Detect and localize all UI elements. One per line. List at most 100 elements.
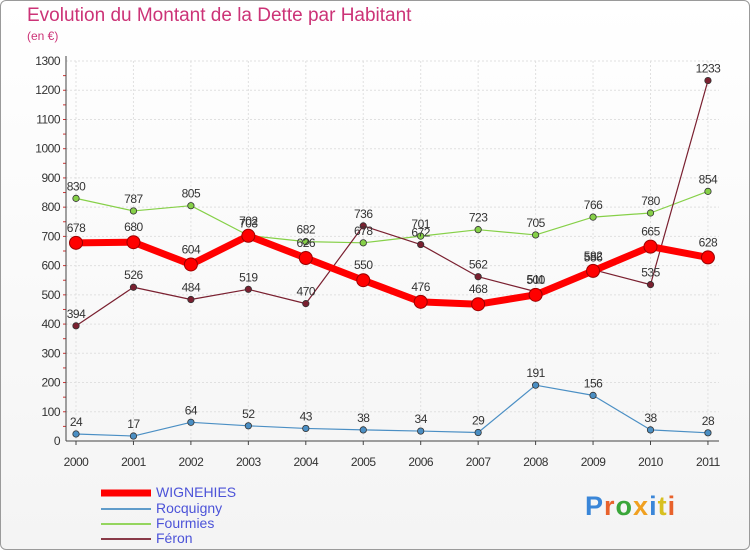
- data-point: [244, 285, 252, 293]
- y-tick-label: 700: [41, 229, 60, 243]
- data-label: 500: [526, 273, 545, 287]
- axes: 0 100 200 300 400 500 600 700 800 900 1000 1100 1200…: [35, 54, 721, 469]
- data-label: 701: [411, 217, 430, 231]
- data-label: 723: [469, 211, 488, 225]
- data-label: 470: [297, 285, 316, 299]
- data-label: 476: [411, 280, 430, 294]
- data-point: [646, 426, 655, 434]
- proxiti-logo: Proxiti: [585, 491, 676, 522]
- data-label: 29: [472, 414, 485, 428]
- data-point: [302, 300, 310, 308]
- chart-title: Evolution du Montant de la Dette par Hab…: [27, 5, 412, 26]
- y-tick-label: 500: [41, 288, 60, 302]
- data-point: [244, 422, 252, 430]
- data-label: 535: [641, 266, 660, 280]
- data-point: [589, 213, 597, 221]
- data-point: [646, 281, 655, 289]
- data-label: 17: [127, 417, 140, 431]
- data-label: 604: [182, 242, 201, 256]
- data-label: 191: [526, 366, 545, 380]
- x-tick-label: 2008: [523, 455, 549, 469]
- x-tick-label: 2009: [581, 455, 607, 469]
- data-point: [704, 187, 712, 195]
- data-point: [700, 250, 715, 265]
- x-tick-label: 2000: [64, 455, 90, 469]
- data-point: [359, 239, 367, 247]
- data-point: [302, 238, 310, 246]
- data-point: [359, 426, 367, 434]
- logo-letter: t: [657, 491, 668, 521]
- data-point: [187, 202, 195, 210]
- data-label: 805: [182, 187, 201, 201]
- data-label: 34: [415, 412, 428, 426]
- data-label: 64: [185, 403, 198, 417]
- data-point: [129, 207, 138, 215]
- data-point: [704, 76, 712, 85]
- data-label: 43: [300, 409, 313, 423]
- data-point: [356, 273, 371, 288]
- data-label: 582: [584, 249, 603, 263]
- data-point: [187, 295, 195, 304]
- data-label: 550: [354, 258, 373, 272]
- logo-letter: i: [649, 491, 658, 521]
- y-tick-label: 1200: [35, 83, 61, 97]
- data-label: 702: [239, 214, 258, 228]
- data-label: 519: [239, 270, 258, 284]
- data-label: 586: [584, 251, 603, 265]
- y-tick-label: 900: [41, 171, 60, 185]
- data-label: 766: [584, 198, 603, 212]
- data-label: 787: [124, 192, 143, 206]
- logo-letter: x: [633, 491, 650, 521]
- x-tick-label: 2007: [466, 455, 492, 469]
- y-tick-label: 600: [41, 259, 60, 273]
- x-tick-label: 2010: [638, 455, 664, 469]
- data-label: 680: [124, 220, 143, 234]
- x-tick-label: 2001: [121, 455, 147, 469]
- data-point: [417, 232, 425, 240]
- data-label: 484: [182, 281, 201, 295]
- data-point: [302, 424, 310, 433]
- data-label: 678: [67, 221, 86, 235]
- data-label: 52: [242, 407, 255, 421]
- data-label: 38: [357, 411, 370, 425]
- legend-label: Féron: [156, 530, 193, 546]
- legend: [101, 489, 151, 540]
- data-labels: 24 17 64 52 43 38 34 29 191 156 38 28 830 787 805 703 68…: [67, 62, 722, 431]
- data-label: 626: [297, 236, 316, 250]
- series-layer: [69, 76, 715, 440]
- series-line-fourmies: [75, 190, 709, 244]
- y-tick-label: 1100: [36, 112, 61, 126]
- data-point: [72, 194, 80, 202]
- data-point: [72, 322, 80, 330]
- logo-letter: o: [615, 491, 634, 521]
- series-line-féron: [75, 79, 709, 327]
- chart-subtitle: (en €): [27, 29, 59, 43]
- data-point: [528, 287, 543, 302]
- x-tick-label: 2006: [408, 455, 434, 469]
- y-tick-label: 300: [41, 346, 60, 360]
- data-point: [471, 297, 486, 312]
- data-point: [531, 381, 540, 389]
- data-label: 736: [354, 207, 373, 221]
- y-tick-label: 1000: [35, 142, 61, 156]
- data-point: [413, 294, 428, 309]
- data-point: [417, 240, 425, 249]
- data-label: 468: [469, 282, 488, 296]
- data-label: 830: [67, 179, 86, 193]
- data-label: 665: [641, 225, 660, 239]
- data-point: [298, 251, 313, 266]
- data-point: [474, 428, 482, 437]
- data-label: 854: [699, 172, 718, 186]
- data-point: [586, 263, 601, 278]
- y-tick-label: 100: [41, 405, 60, 419]
- logo-letter: r: [604, 491, 616, 521]
- x-tick-label: 2005: [351, 455, 377, 469]
- data-label: 24: [70, 415, 83, 429]
- data-label: 678: [354, 224, 373, 238]
- data-point: [531, 231, 540, 239]
- data-point: [589, 391, 597, 399]
- data-point: [643, 239, 658, 254]
- legend-label: WIGNEHIES: [156, 484, 237, 500]
